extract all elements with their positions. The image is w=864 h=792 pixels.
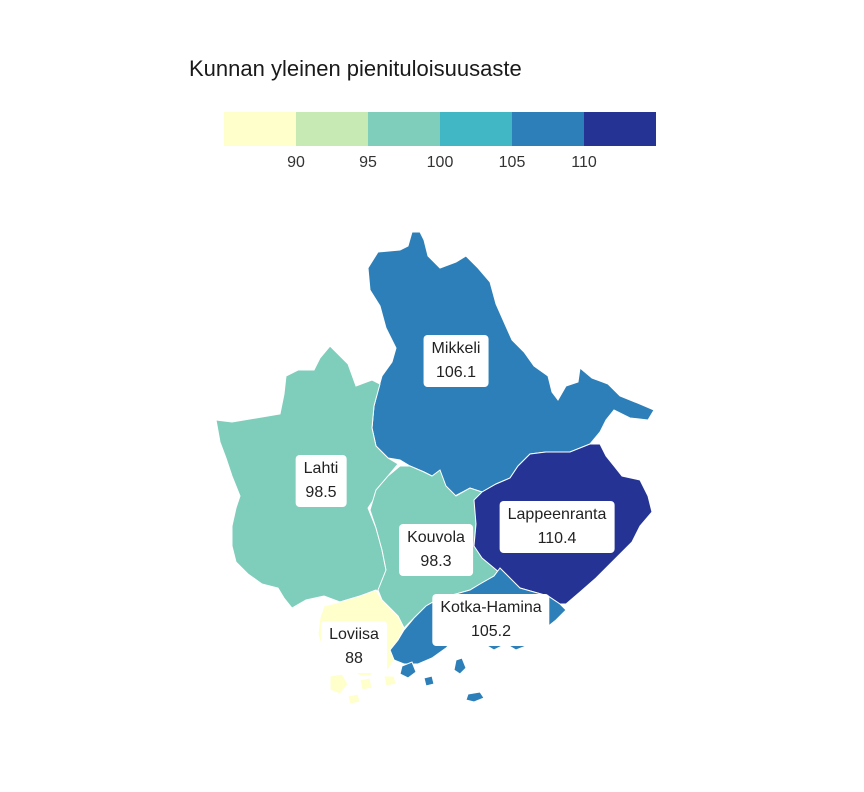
legend-tick-95: 95 xyxy=(359,154,377,171)
label-lahti: Lahti 98.5 xyxy=(295,455,347,507)
region-loviisa-island xyxy=(347,693,361,705)
label-mikkeli: Mikkeli 106.1 xyxy=(423,335,489,387)
legend-tick-105: 105 xyxy=(498,154,526,171)
region-mikkeli[interactable] xyxy=(367,231,655,497)
label-lappeenranta-value: 110.4 xyxy=(537,530,577,547)
label-loviisa-name: Loviisa xyxy=(329,626,379,643)
legend-swatch-5 xyxy=(512,112,584,146)
legend-swatch-2 xyxy=(296,112,368,146)
legend-swatch-4 xyxy=(440,112,512,146)
legend-tick-100: 100 xyxy=(426,154,454,171)
label-kotka-hamina: Kotka-Hamina 105.2 xyxy=(432,594,550,646)
label-mikkeli-value: 106.1 xyxy=(435,364,477,381)
label-lappeenranta: Lappeenranta 110.4 xyxy=(499,501,615,553)
region-kotka-hamina-island xyxy=(453,657,467,675)
region-loviisa-island xyxy=(359,677,373,691)
label-lahti-value: 98.5 xyxy=(305,484,337,501)
region-loviisa-island xyxy=(329,673,349,695)
region-loviisa-island xyxy=(383,675,397,687)
region-kotka-hamina-island xyxy=(423,675,435,687)
label-lahti-name: Lahti xyxy=(303,460,339,477)
legend-tick-110: 110 xyxy=(571,154,597,171)
region-kotka-hamina-island xyxy=(399,661,417,679)
legend-swatch-6 xyxy=(584,112,656,146)
label-mikkeli-name: Mikkeli xyxy=(431,340,481,357)
label-loviisa: Loviisa 88 xyxy=(321,621,387,673)
map-title: Kunnan yleinen pienituloisuusaste xyxy=(189,56,522,81)
color-legend xyxy=(224,112,656,146)
label-kouvola-name: Kouvola xyxy=(407,529,465,546)
label-loviisa-value: 88 xyxy=(345,650,363,667)
region-kotka-hamina-island xyxy=(465,691,485,703)
label-kouvola: Kouvola 98.3 xyxy=(399,524,473,576)
label-kouvola-value: 98.3 xyxy=(420,553,452,570)
label-kotka-hamina-name: Kotka-Hamina xyxy=(440,599,542,616)
legend-swatch-1 xyxy=(224,112,296,146)
legend-swatch-3 xyxy=(368,112,440,146)
label-lappeenranta-name: Lappeenranta xyxy=(507,506,607,523)
legend-tick-90: 90 xyxy=(287,154,305,171)
label-kotka-hamina-value: 105.2 xyxy=(470,623,512,640)
